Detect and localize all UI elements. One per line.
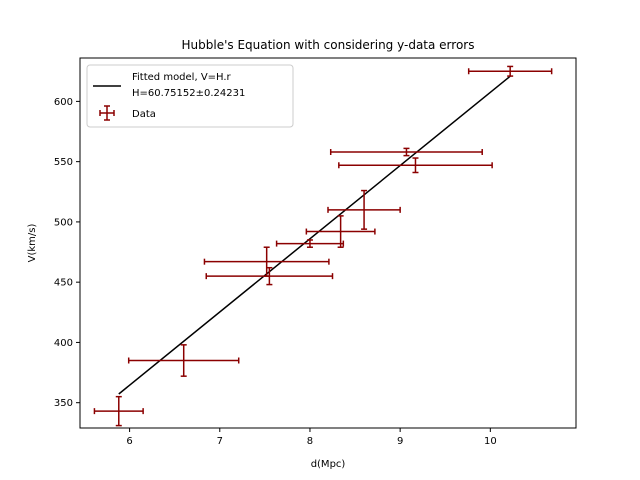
data-point-8 (338, 157, 493, 174)
legend-model-label-line1: Fitted model, V=H.r (132, 72, 232, 83)
axis-ticks: 6 7 8 9 10 350 400 450 500 550 600 (54, 97, 497, 447)
fitted-model-line (118, 75, 511, 395)
x-tick-label-0: 6 (126, 436, 132, 447)
legend: Fitted model, V=H.r H=60.75152±0.24231 D… (86, 64, 294, 128)
data-point-6 (327, 189, 401, 230)
data-point-4 (275, 239, 345, 248)
data-point-3 (205, 266, 334, 286)
legend-data-swatch (99, 105, 115, 121)
data-point-9 (467, 65, 553, 77)
y-tick-label-1: 400 (54, 338, 73, 349)
legend-model-label-line2: H=60.75152±0.24231 (132, 88, 245, 99)
data-point-7 (329, 147, 483, 157)
legend-box (86, 64, 294, 128)
y-axis-label: V(km/s) (27, 224, 38, 263)
y-tick-label-0: 350 (54, 398, 73, 409)
legend-data-label: Data (132, 109, 156, 120)
y-tick-label-3: 500 (54, 217, 73, 228)
y-tick-label-4: 550 (54, 157, 73, 168)
x-tick-label-4: 10 (484, 436, 497, 447)
chart-title: Hubble's Equation with considering y-dat… (182, 38, 475, 52)
x-tick-label-3: 9 (397, 436, 403, 447)
y-tick-label-2: 450 (54, 278, 73, 289)
x-tick-label-1: 7 (217, 436, 223, 447)
y-tick-label-5: 600 (54, 97, 73, 108)
data-point-0 (93, 395, 144, 427)
data-point-5 (305, 215, 376, 248)
x-tick-label-2: 8 (307, 436, 313, 447)
axes-frame (79, 57, 577, 429)
x-axis-label: d(Mpc) (311, 459, 346, 470)
plot-area (93, 65, 553, 427)
data-point-1 (127, 344, 240, 377)
